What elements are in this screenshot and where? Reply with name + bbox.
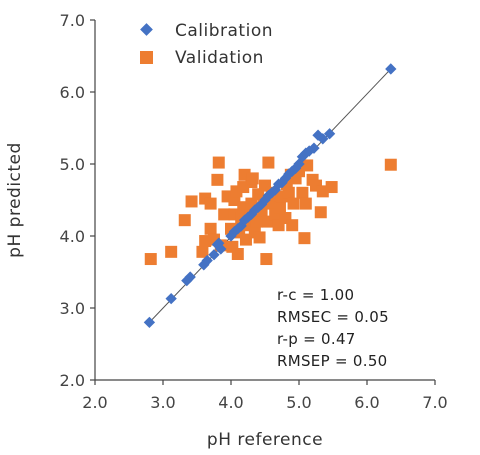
legend-marker-validation bbox=[140, 51, 153, 64]
validation-point bbox=[204, 197, 217, 210]
legend: Calibration Validation bbox=[140, 21, 273, 68]
validation-point bbox=[185, 195, 198, 208]
validation-point bbox=[273, 201, 286, 214]
x-tick-label: 4.0 bbox=[218, 393, 243, 412]
validation-point bbox=[196, 245, 209, 258]
calibration-point bbox=[184, 271, 196, 283]
y-tick-label: 7.0 bbox=[60, 11, 85, 30]
validation-point bbox=[144, 253, 157, 266]
calibration-point bbox=[317, 133, 329, 145]
x-tick-label: 6.0 bbox=[354, 393, 379, 412]
validation-point bbox=[204, 222, 217, 235]
x-tick-label: 3.0 bbox=[150, 393, 175, 412]
validation-point bbox=[325, 181, 338, 194]
axis-ticks: 2.0 3.0 4.0 5.0 6.0 7.0 2.0 3.0 4.0 5.0 6.0 7.0 bbox=[60, 11, 448, 412]
validation-point bbox=[218, 208, 231, 221]
validation-point bbox=[287, 197, 300, 210]
x-axis-title: pH reference bbox=[207, 430, 323, 450]
validation-point bbox=[262, 156, 275, 169]
y-tick-label: 2.0 bbox=[60, 371, 85, 390]
x-tick-label: 2.0 bbox=[82, 393, 107, 412]
validation-point bbox=[246, 172, 259, 185]
validation-point bbox=[231, 248, 244, 260]
y-tick-label: 4.0 bbox=[60, 227, 85, 246]
data-points bbox=[143, 63, 397, 329]
calibration-point bbox=[308, 142, 320, 154]
stat-rmsep: RMSEP = 0.50 bbox=[277, 352, 388, 370]
validation-point bbox=[178, 214, 191, 227]
axes bbox=[94, 20, 435, 381]
validation-point bbox=[286, 219, 299, 232]
validation-point bbox=[253, 231, 266, 244]
validation-point bbox=[299, 197, 312, 210]
x-tick-label: 7.0 bbox=[422, 393, 447, 412]
validation-point bbox=[250, 215, 263, 228]
stat-r-c: r-c = 1.00 bbox=[277, 286, 354, 304]
y-tick-label: 3.0 bbox=[60, 299, 85, 318]
validation-point bbox=[384, 158, 397, 171]
y-tick-label: 5.0 bbox=[60, 155, 85, 174]
validation-point bbox=[212, 156, 225, 169]
validation-point bbox=[165, 245, 178, 258]
statistics-box: r-c = 1.00 RMSEC = 0.05 r-p = 0.47 RMSEP… bbox=[277, 286, 389, 370]
y-tick-label: 6.0 bbox=[60, 83, 85, 102]
calibration-point bbox=[201, 254, 213, 267]
validation-point bbox=[298, 232, 311, 245]
validation-point bbox=[282, 186, 295, 199]
calibration-point bbox=[165, 292, 177, 305]
legend-label-calibration: Calibration bbox=[175, 21, 273, 41]
legend-marker-calibration bbox=[140, 23, 153, 36]
stat-rmsec: RMSEC = 0.05 bbox=[277, 308, 389, 326]
validation-point bbox=[301, 159, 314, 172]
calibration-point bbox=[143, 316, 156, 329]
calibration-point bbox=[323, 128, 336, 140]
validation-point bbox=[296, 186, 309, 199]
y-axis-title: pH predicted bbox=[5, 142, 25, 258]
x-tick-label: 5.0 bbox=[286, 393, 311, 412]
calibration-point bbox=[208, 249, 220, 261]
validation-point bbox=[260, 253, 273, 266]
validation-point bbox=[211, 173, 224, 186]
stat-r-p: r-p = 0.47 bbox=[277, 330, 356, 348]
legend-label-validation: Validation bbox=[175, 48, 264, 68]
calibration-point bbox=[215, 243, 227, 255]
validation-point bbox=[314, 206, 327, 219]
